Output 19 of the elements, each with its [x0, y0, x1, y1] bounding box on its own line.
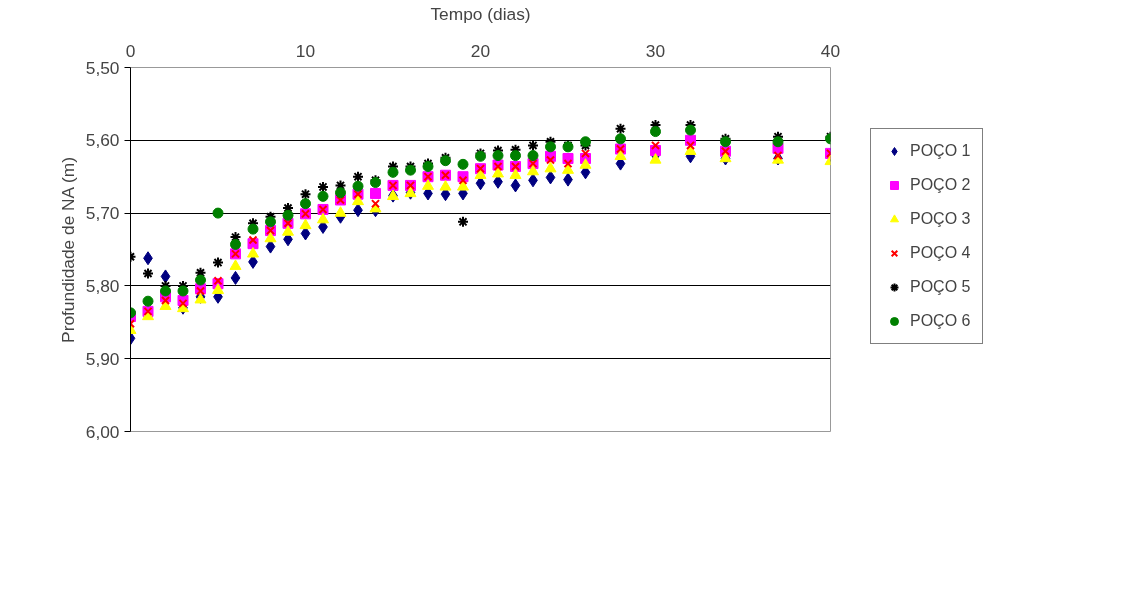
y-tick-label: 6,00	[85, 421, 120, 442]
x-tick-label: 40	[820, 40, 841, 61]
x-axis-title: Tempo (dias)	[430, 3, 531, 24]
y-axis-title: Profundidade de NA (m)	[57, 157, 78, 343]
legend-label: POÇO 2	[910, 175, 971, 194]
x-tick-label: 0	[125, 40, 136, 61]
y-tick-label: 5,70	[85, 203, 120, 224]
x-tick-label: 20	[470, 40, 491, 61]
x-tick-label: 30	[645, 40, 666, 61]
y-tick-label: 5,50	[85, 57, 120, 78]
legend-label: POÇO 1	[910, 141, 971, 160]
y-tick-label: 5,60	[85, 130, 120, 151]
x-tick-label: 10	[295, 40, 316, 61]
y-tick-label: 5,80	[85, 275, 120, 296]
legend-label: POÇO 6	[910, 311, 971, 330]
legend-label: POÇO 4	[910, 243, 971, 262]
legend-label: POÇO 5	[910, 277, 971, 296]
legend-label: POÇO 3	[910, 209, 971, 228]
y-tick-label: 5,90	[85, 348, 120, 369]
